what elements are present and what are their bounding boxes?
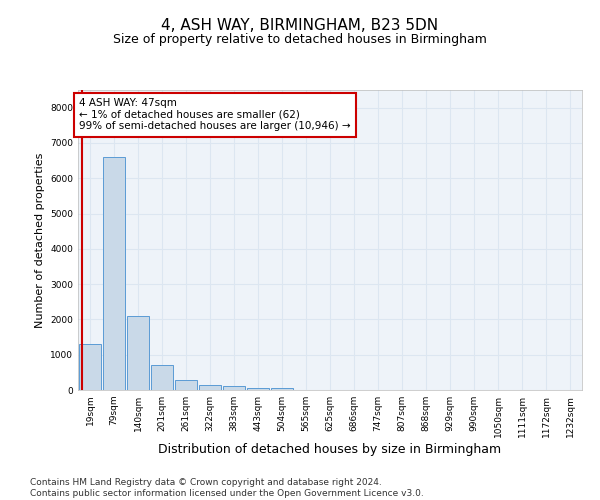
Bar (199, 384, 221, 390)
Bar (247, 388, 269, 390)
Bar (151, 366, 173, 390)
Bar (175, 380, 197, 390)
Text: Contains HM Land Registry data © Crown copyright and database right 2024.
Contai: Contains HM Land Registry data © Crown c… (30, 478, 424, 498)
X-axis label: Distribution of detached houses by size in Birmingham: Distribution of detached houses by size … (158, 442, 502, 456)
Text: 4, ASH WAY, BIRMINGHAM, B23 5DN: 4, ASH WAY, BIRMINGHAM, B23 5DN (161, 18, 439, 32)
Bar (103, 157, 125, 390)
Text: 4 ASH WAY: 47sqm
← 1% of detached houses are smaller (62)
99% of semi-detached h: 4 ASH WAY: 47sqm ← 1% of detached houses… (79, 98, 351, 132)
Y-axis label: Number of detached properties: Number of detached properties (35, 152, 44, 328)
Text: Size of property relative to detached houses in Birmingham: Size of property relative to detached ho… (113, 32, 487, 46)
Bar (223, 386, 245, 390)
Bar (127, 316, 149, 390)
Bar (79, 344, 101, 390)
Bar (271, 388, 293, 390)
